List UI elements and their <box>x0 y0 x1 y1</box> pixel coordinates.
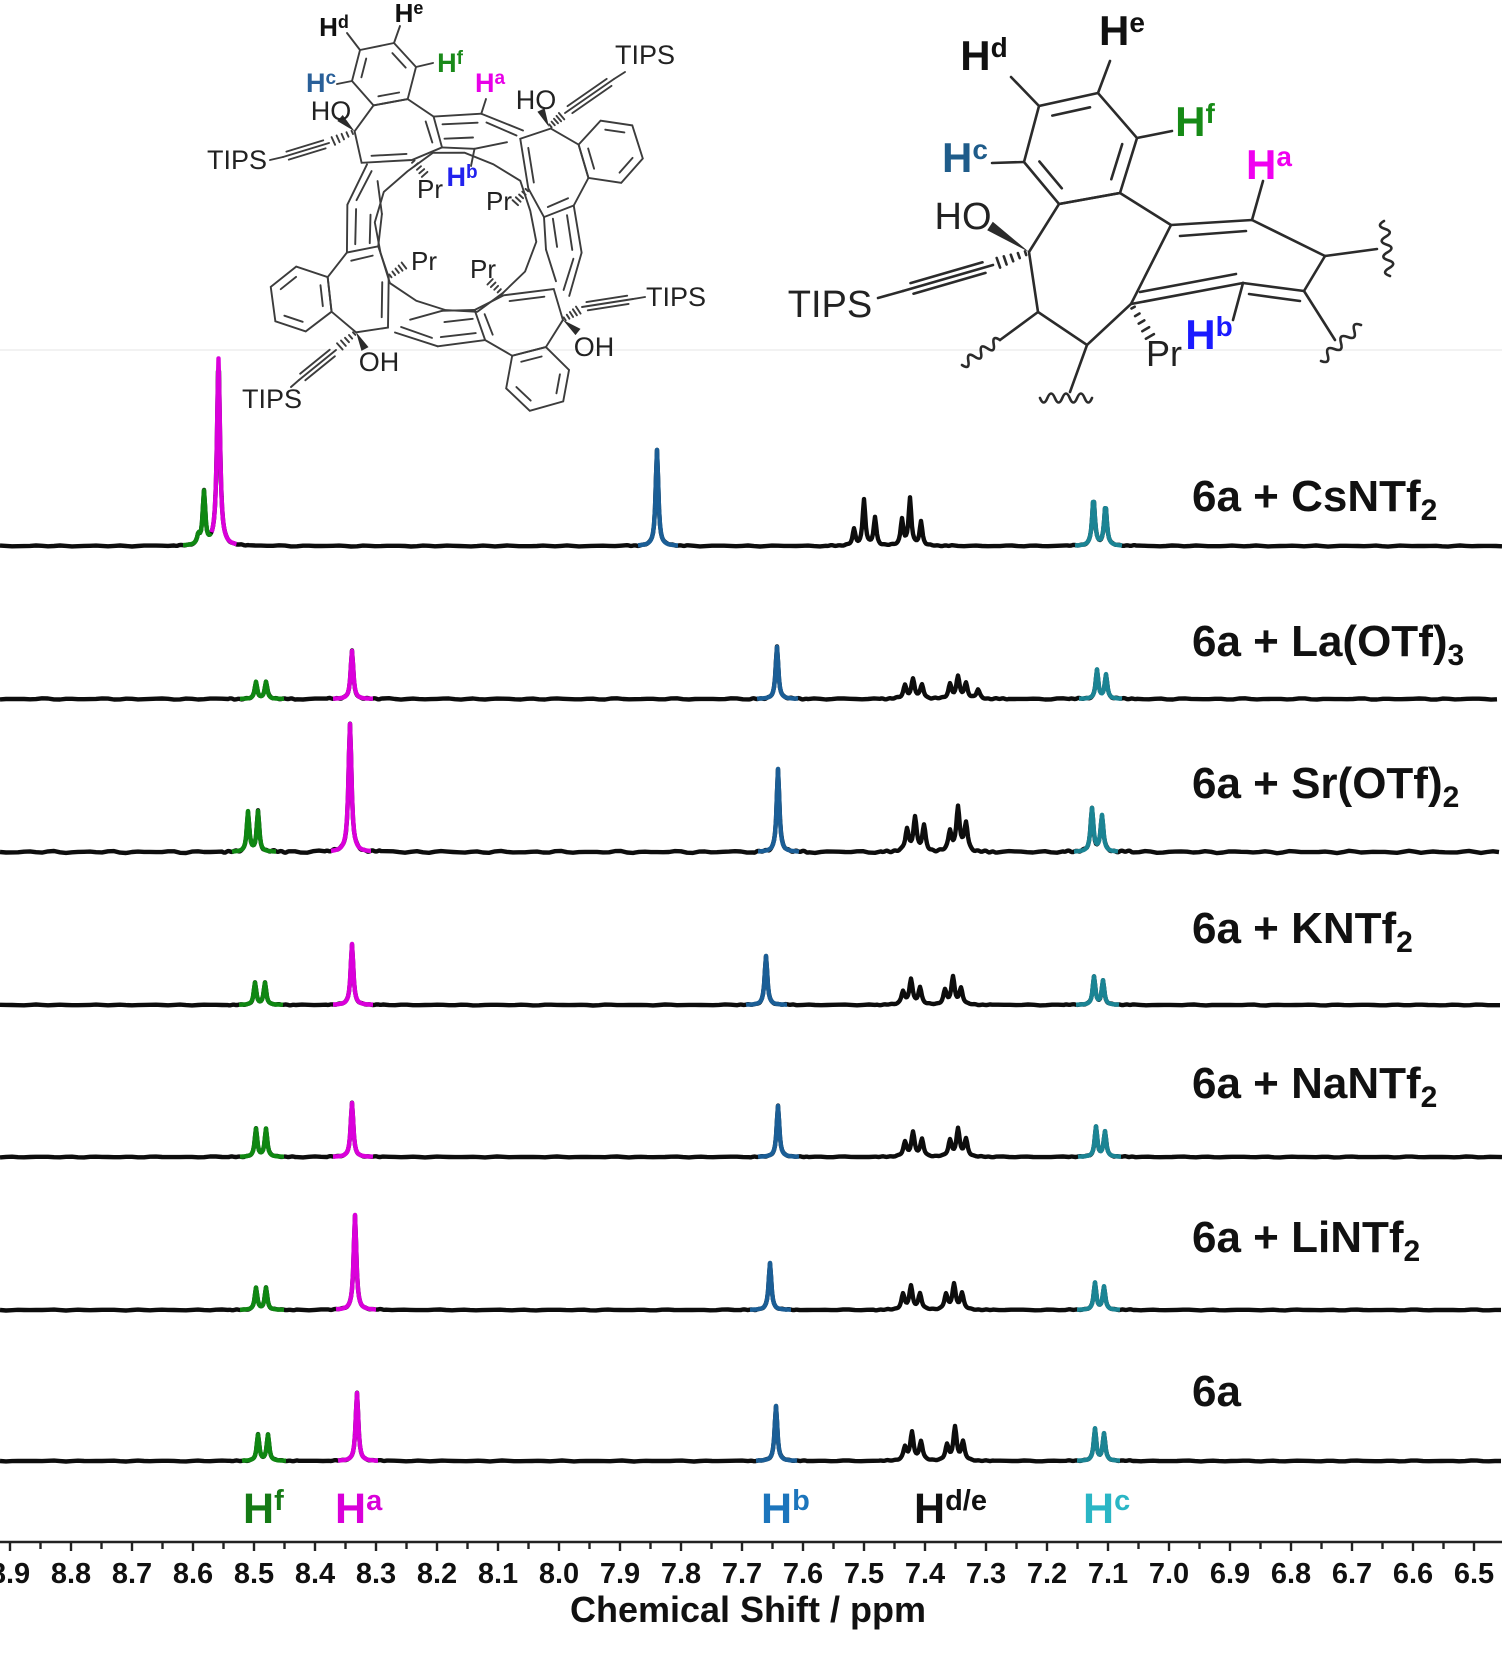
svg-text:6.5: 6.5 <box>1454 1558 1494 1590</box>
svg-text:HO: HO <box>516 85 557 115</box>
svg-text:8.3: 8.3 <box>356 1558 396 1590</box>
svg-text:7.6: 7.6 <box>783 1558 823 1590</box>
svg-text:7.4: 7.4 <box>905 1558 945 1590</box>
svg-text:6a + CsNTf2: 6a + CsNTf2 <box>1192 472 1437 527</box>
svg-text:7.5: 7.5 <box>844 1558 884 1590</box>
svg-text:7.8: 7.8 <box>661 1558 701 1590</box>
svg-text:Hb: Hb <box>1185 311 1232 358</box>
svg-text:6a + Sr(OTf)2: 6a + Sr(OTf)2 <box>1192 759 1459 814</box>
svg-text:Chemical Shift / ppm: Chemical Shift / ppm <box>570 1589 926 1630</box>
svg-text:HO: HO <box>935 196 992 238</box>
svg-text:8.6: 8.6 <box>173 1558 213 1590</box>
svg-text:6.6: 6.6 <box>1393 1558 1433 1590</box>
svg-text:8.2: 8.2 <box>417 1558 457 1590</box>
svg-text:TIPS: TIPS <box>242 384 302 414</box>
svg-text:Pr: Pr <box>486 186 512 216</box>
svg-text:Pr: Pr <box>411 246 437 276</box>
svg-text:8.9: 8.9 <box>0 1558 30 1590</box>
svg-text:7.3: 7.3 <box>966 1558 1006 1590</box>
svg-text:Pr: Pr <box>417 174 443 204</box>
svg-text:6a + NaNTf2: 6a + NaNTf2 <box>1192 1059 1437 1114</box>
svg-text:8.0: 8.0 <box>539 1558 579 1590</box>
svg-text:7.7: 7.7 <box>722 1558 762 1590</box>
svg-text:TIPS: TIPS <box>788 284 872 326</box>
svg-text:6.7: 6.7 <box>1332 1558 1372 1590</box>
svg-text:7.2: 7.2 <box>1027 1558 1067 1590</box>
svg-text:6a + La(OTf)3: 6a + La(OTf)3 <box>1192 617 1464 672</box>
svg-text:OH: OH <box>574 332 615 362</box>
svg-text:6a + LiNTf2: 6a + LiNTf2 <box>1192 1213 1420 1268</box>
svg-text:Hf: Hf <box>1175 98 1215 145</box>
svg-text:8.8: 8.8 <box>51 1558 91 1590</box>
svg-text:6a + KNTf2: 6a + KNTf2 <box>1192 904 1413 959</box>
svg-text:7.1: 7.1 <box>1088 1558 1128 1590</box>
svg-text:Hb: Hb <box>761 1485 810 1533</box>
svg-text:TIPS: TIPS <box>207 145 267 175</box>
svg-text:Hf: Hf <box>437 48 464 78</box>
svg-text:TIPS: TIPS <box>646 282 706 312</box>
svg-text:6.8: 6.8 <box>1271 1558 1311 1590</box>
svg-text:8.7: 8.7 <box>112 1558 152 1590</box>
svg-text:Pr: Pr <box>470 254 496 284</box>
svg-text:6.9: 6.9 <box>1210 1558 1250 1590</box>
svg-text:8.4: 8.4 <box>295 1558 335 1590</box>
svg-text:Pr: Pr <box>1146 333 1182 374</box>
svg-text:TIPS: TIPS <box>615 40 675 70</box>
svg-text:8.5: 8.5 <box>234 1558 274 1590</box>
svg-text:6a: 6a <box>1192 1367 1241 1416</box>
svg-text:8.1: 8.1 <box>478 1558 518 1590</box>
svg-text:HO: HO <box>311 96 352 126</box>
svg-text:7.0: 7.0 <box>1149 1558 1189 1590</box>
svg-text:OH: OH <box>359 347 400 377</box>
svg-text:7.9: 7.9 <box>600 1558 640 1590</box>
